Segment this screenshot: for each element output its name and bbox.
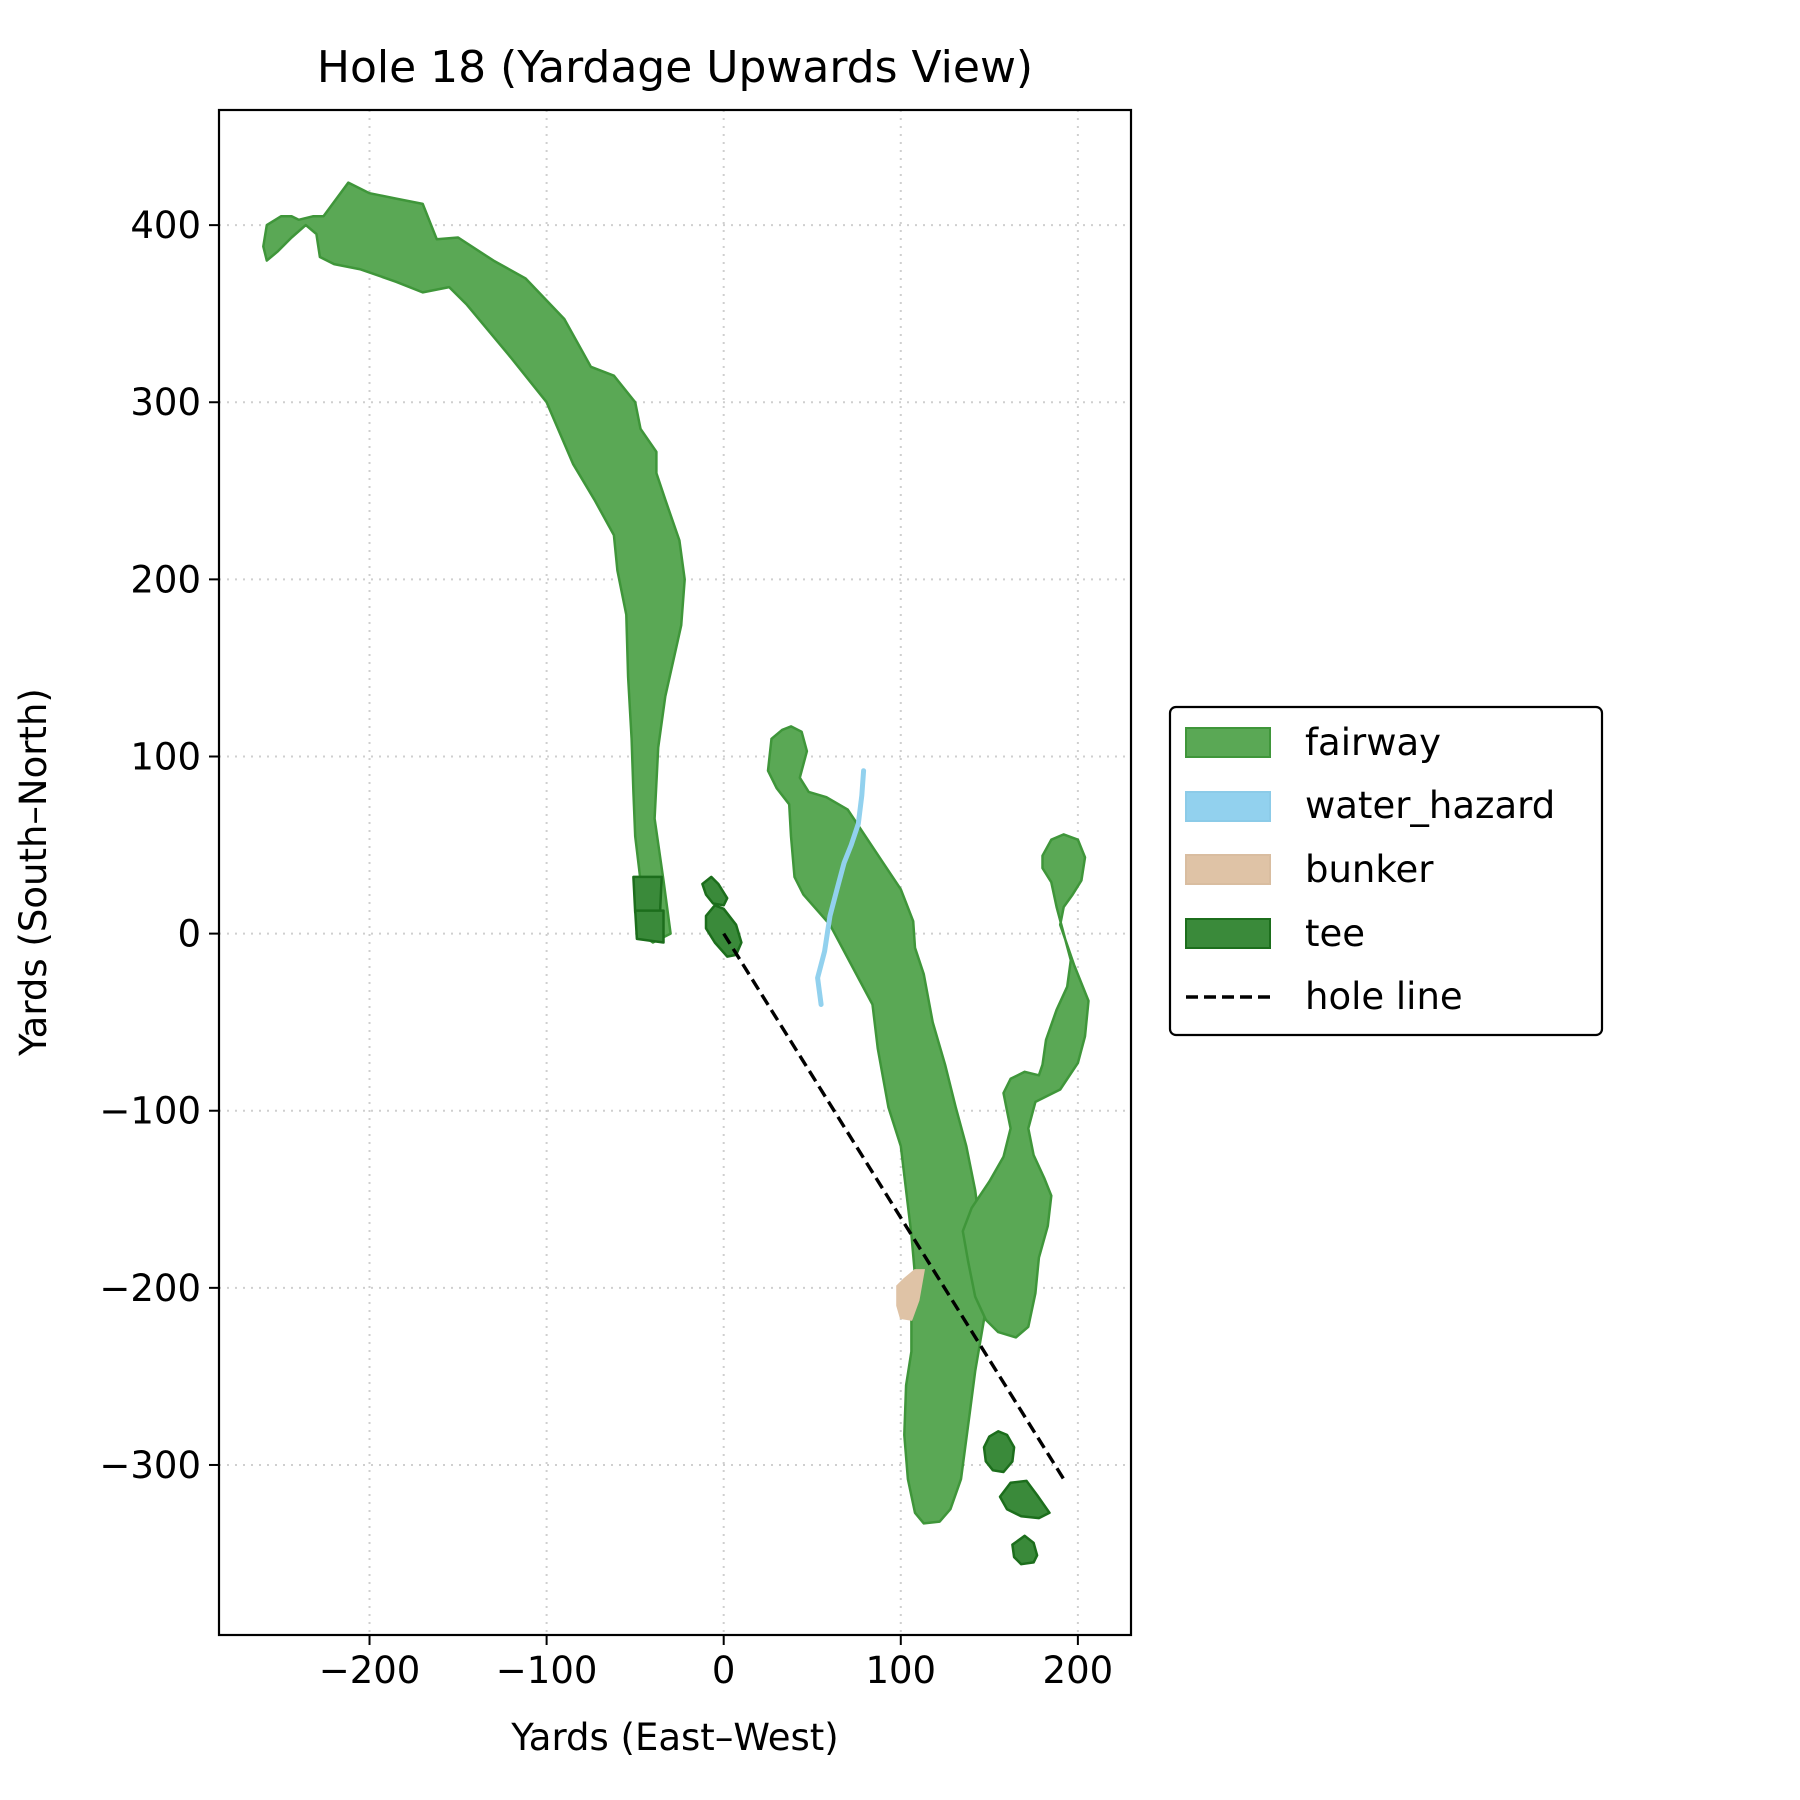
y-tick-label: 300 bbox=[130, 381, 201, 424]
legend-swatch-water-hazard bbox=[1185, 791, 1271, 822]
x-tick-label: −200 bbox=[319, 1649, 421, 1692]
legend-label-water-hazard: water_hazard bbox=[1305, 784, 1555, 827]
legend: fairway water_hazard bunker tee hole lin… bbox=[1168, 705, 1604, 1037]
x-tick-label: 0 bbox=[712, 1649, 736, 1692]
chart-title: Hole 18 (Yardage Upwards View) bbox=[317, 42, 1033, 93]
legend-swatch-bunker bbox=[1185, 854, 1271, 885]
tee-box bbox=[701, 875, 729, 907]
y-tick-label: 0 bbox=[177, 913, 201, 956]
fairway-area bbox=[961, 833, 1090, 1339]
fairway-area bbox=[262, 181, 686, 944]
axis-ticks: −200 −100 0 100 200 −300 −200 −100 0 100 200 300 400 bbox=[99, 204, 1113, 1692]
legend-label-hole-line: hole line bbox=[1305, 975, 1463, 1018]
tee-box bbox=[1011, 1534, 1039, 1566]
plot-frame bbox=[217, 108, 1133, 1637]
plot-data bbox=[262, 181, 1090, 1566]
legend-swatch-tee bbox=[1185, 918, 1271, 949]
legend-frame bbox=[1168, 705, 1604, 1037]
y-tick-label: 400 bbox=[130, 204, 201, 247]
legend-swatch-fairway bbox=[1185, 727, 1271, 758]
y-tick-label: −300 bbox=[99, 1444, 201, 1487]
x-tick-label: −100 bbox=[496, 1649, 598, 1692]
tee-box bbox=[704, 904, 743, 958]
x-axis-title: Yards (East–West) bbox=[510, 1716, 838, 1759]
legend-label-bunker: bunker bbox=[1305, 848, 1434, 891]
legend-label-tee: tee bbox=[1305, 912, 1365, 955]
y-tick-label: −200 bbox=[99, 1267, 201, 1310]
water-hazard-line bbox=[815, 768, 867, 1007]
y-axis-title: Yards (South–North) bbox=[12, 688, 55, 1057]
tee-box bbox=[998, 1479, 1051, 1520]
tee-box bbox=[982, 1430, 1016, 1474]
x-tick-label: 100 bbox=[865, 1649, 936, 1692]
x-tick-label: 200 bbox=[1043, 1649, 1114, 1692]
y-tick-label: 200 bbox=[130, 558, 201, 601]
tee-box bbox=[633, 909, 665, 944]
y-tick-label: 100 bbox=[130, 735, 201, 778]
legend-label-fairway: fairway bbox=[1305, 721, 1441, 764]
y-tick-label: −100 bbox=[99, 1090, 201, 1133]
fairway-area bbox=[766, 725, 988, 1525]
bunker-area bbox=[896, 1269, 925, 1321]
